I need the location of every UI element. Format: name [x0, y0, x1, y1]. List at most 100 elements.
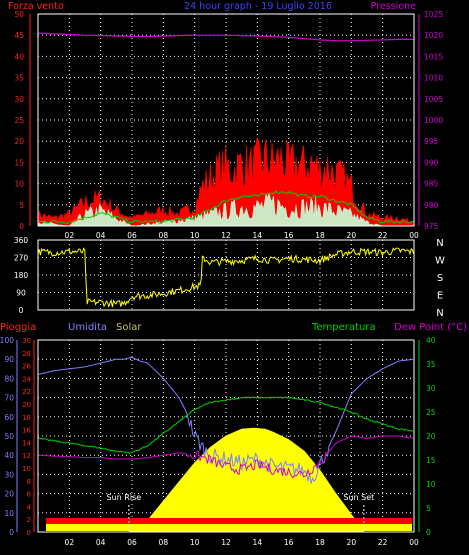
- wind-tick-label: 0: [19, 222, 24, 231]
- wind-tick-label: 30: [14, 95, 24, 104]
- pressure-tick-label: 975: [424, 222, 439, 231]
- time-tick-label: 16: [284, 231, 294, 240]
- temperature-tick-label: 25: [426, 408, 436, 417]
- sun-annotations: Sun Rise Sun Set: [107, 493, 374, 532]
- climate-time-tick-label: 10: [190, 538, 200, 547]
- wind-tick-label: 45: [14, 31, 24, 40]
- rain-tick-label: 14: [22, 439, 31, 447]
- direction-tick-label: 360: [14, 236, 29, 245]
- humidity-tick-label: 20: [4, 490, 14, 499]
- climate-plot-frame: [37, 339, 415, 533]
- rain-tick-label: 12: [22, 452, 31, 460]
- pressure-tick-label: 995: [424, 137, 439, 146]
- rain-tick-label: 18: [22, 414, 31, 422]
- compass-label: N: [436, 308, 443, 319]
- pressure-tick-label: 1000: [424, 116, 443, 125]
- temperature-tick-label: 15: [426, 456, 436, 465]
- wind-average-line: [37, 190, 415, 225]
- climate-time-tick-label: 20: [347, 538, 357, 547]
- rain-tick-label: 8: [27, 478, 31, 486]
- direction-tick-label: 0: [19, 306, 24, 315]
- direction-axis-ticks: 0 90 180 270 360: [14, 236, 29, 315]
- rain-tick-label: 22: [22, 388, 31, 396]
- solar-area: [128, 427, 365, 533]
- pressure-tick-label: 1010: [424, 74, 443, 83]
- pressure-tick-label: 985: [424, 180, 439, 189]
- wind-tick-label: 15: [14, 158, 24, 167]
- pressure-tick-label: 990: [424, 158, 439, 167]
- compass-label: N: [436, 238, 443, 249]
- temperature-tick-label: 30: [426, 384, 436, 393]
- rain-tick-label: 10: [22, 465, 31, 473]
- humidity-axis-ticks: 0 10 20 30 40 50 60 70 80 90 100: [0, 336, 18, 537]
- rain-bar: [46, 518, 412, 524]
- humidity-tick-label: 100: [0, 336, 14, 345]
- climate-time-tick-label: 22: [378, 538, 388, 547]
- wind-plot-frame: [37, 13, 415, 227]
- time-tick-label: 10: [190, 231, 200, 240]
- wind-axis-ticks: 0 5 10 15 20 25 30 35 40 45 50: [14, 10, 31, 231]
- pressure-tick-label: 1025: [424, 10, 443, 19]
- climate-panel: Pioggia Umidita Solar Temperatura Dew Po…: [0, 322, 467, 547]
- humidity-tick-label: 10: [4, 509, 14, 518]
- wind-tick-label: 35: [14, 74, 24, 83]
- time-axis-ticks: 02 04 06 08 10 12 14 16 18 20 22 00: [65, 231, 419, 240]
- legend-dew-point: Dew Point (°C): [394, 322, 467, 333]
- rain-tick-label: 28: [22, 350, 31, 358]
- temperature-tick-label: 0: [426, 528, 431, 537]
- direction-series: [37, 247, 415, 309]
- direction-tick-label: 270: [14, 254, 29, 263]
- climate-time-tick-label: 18: [315, 538, 325, 547]
- legend-humidity: Umidita: [68, 322, 107, 333]
- time-tick-label: 06: [127, 231, 137, 240]
- compass-label: S: [437, 273, 443, 284]
- direction-tick-label: 180: [14, 271, 29, 280]
- humidity-tick-label: 50: [4, 432, 14, 441]
- humidity-line: [37, 357, 414, 484]
- rain-tick-label: 0: [27, 529, 31, 537]
- rain-tick-label: 6: [27, 491, 32, 499]
- climate-time-tick-label: 08: [159, 538, 169, 547]
- wind-gust-area: [37, 137, 415, 227]
- temperature-line: [37, 396, 414, 454]
- time-tick-label: 18: [315, 231, 325, 240]
- time-tick-label: 02: [65, 231, 75, 240]
- temperature-tick-label: 20: [426, 432, 436, 441]
- time-tick-label: 00: [409, 231, 419, 240]
- humidity-tick-label: 60: [4, 413, 14, 422]
- pressure-tick-label: 1005: [424, 95, 443, 104]
- wind-pressure-panel: 24 hour graph - 19 Luglio 2016 Forza ven…: [8, 1, 443, 240]
- humidity-tick-label: 40: [4, 451, 14, 460]
- direction-grid: [38, 240, 414, 310]
- rain-tick-label: 4: [27, 503, 32, 511]
- humidity-tick-label: 70: [4, 394, 14, 403]
- time-tick-label: 20: [347, 231, 357, 240]
- temperature-axis-ticks: 0 5 10 15 20 25 30 35 40: [418, 336, 436, 537]
- rain-tick-label: 26: [22, 363, 31, 371]
- rain-tick-label: 16: [22, 427, 31, 435]
- climate-time-tick-label: 16: [284, 538, 294, 547]
- climate-time-tick-label: 14: [253, 538, 263, 547]
- climate-time-tick-label: 04: [96, 538, 106, 547]
- wind-speed-area: [37, 192, 414, 227]
- humidity-tick-label: 0: [9, 528, 14, 537]
- sun-event-label: Sun Set: [343, 493, 374, 502]
- climate-time-tick-label: 02: [65, 538, 75, 547]
- legend-rain: Pioggia: [0, 322, 36, 333]
- climate-time-tick-label: 06: [127, 538, 137, 547]
- climate-time-tick-label: 12: [221, 538, 231, 547]
- time-tick-label: 14: [253, 231, 263, 240]
- humidity-tick-label: 90: [4, 355, 14, 364]
- pressure-axis-ticks: 975 980 985 990 995 1000 1005 1010 1015 1020 1025: [418, 10, 443, 231]
- wind-tick-label: 40: [14, 52, 24, 61]
- wind-series: [37, 32, 415, 227]
- pressure-axis-label: Pressione: [371, 1, 416, 12]
- humidity-tick-label: 80: [4, 374, 14, 383]
- wind-tick-label: 50: [14, 10, 24, 19]
- time-tick-label: 04: [96, 231, 106, 240]
- pressure-tick-label: 1020: [424, 31, 443, 40]
- chart-title: 24 hour graph - 19 Luglio 2016: [184, 1, 332, 12]
